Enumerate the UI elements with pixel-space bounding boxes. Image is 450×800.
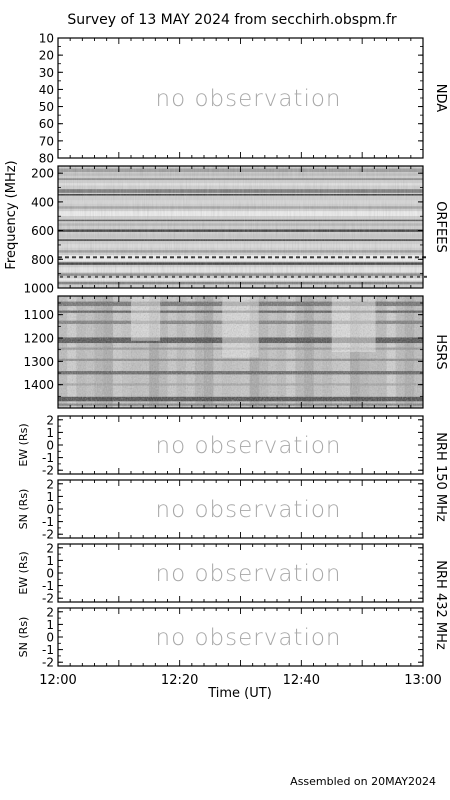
panel-nda: 10 20 30 40 50 60 70 80 no observation	[39, 32, 424, 166]
panel-ylabel: EW (Rs)	[17, 423, 30, 466]
y-tick-label: -1	[42, 643, 54, 657]
panel-nrh432-sn: 210-1-2 SN (Rs) no observation	[17, 605, 424, 670]
y-tick-label: 30	[39, 66, 54, 80]
no-observation-text: no observation	[156, 433, 342, 459]
y-tick-label: 2	[46, 477, 54, 491]
panel-orfees: 200 400 600 800 1000	[23, 165, 427, 296]
y-tick-label: 2	[46, 413, 54, 427]
y-tick-label: 1	[46, 618, 54, 632]
x-tick-label: 13:00	[404, 673, 441, 688]
y-tick-label: 1100	[23, 308, 54, 322]
no-observation-text: no observation	[156, 625, 342, 651]
y-tick-label: 1300	[23, 355, 54, 369]
page-title: Survey of 13 MAY 2024 from secchirh.obsp…	[67, 12, 397, 28]
no-observation-text: no observation	[156, 86, 342, 112]
y-tick-label: 0	[46, 503, 54, 517]
footer-assembled: Assembled on 20MAY2024	[290, 775, 436, 788]
y-tick-label: -1	[42, 451, 54, 465]
y-tick-label: 2	[46, 541, 54, 555]
y-tick-label: -2	[42, 528, 54, 542]
y-tick-label: 600	[31, 224, 54, 238]
y-tick-label: 1000	[23, 282, 54, 296]
y-tick-label: 0	[46, 439, 54, 453]
panel-nrh432-ew: 210-1-2 EW (Rs) no observation	[17, 541, 424, 606]
y-tick-label: -2	[42, 656, 54, 670]
y-tick-label: 800	[31, 253, 54, 267]
y-tick-label: 2	[46, 605, 54, 619]
orfees-streak	[422, 256, 426, 259]
y-tick-label: 1	[46, 490, 54, 504]
y-tick-label: 200	[31, 167, 54, 181]
orfees-texture	[58, 166, 423, 288]
instrument-label-nrh432: NRH 432 MHz	[433, 560, 448, 650]
y-tick-label: 70	[39, 134, 54, 148]
panel-nrh150-sn: 210-1-2 SN (Rs) no observation	[17, 477, 424, 542]
y-tick-label: 1400	[23, 378, 54, 392]
panel-ylabel: SN (Rs)	[17, 617, 30, 658]
y-tick-label: 10	[39, 32, 54, 46]
time-axis-label: Time (UT)	[207, 686, 272, 701]
x-tick-label: 12:40	[283, 673, 320, 688]
frequency-axis-label: Frequency (MHz)	[4, 160, 19, 269]
no-observation-text: no observation	[156, 561, 342, 587]
y-tick-label: -2	[42, 592, 54, 606]
instrument-label-nda: NDA	[433, 84, 448, 113]
x-tick-label: 12:00	[39, 673, 76, 688]
y-tick-label: 400	[31, 195, 54, 209]
y-tick-label: -1	[42, 515, 54, 529]
x-tick-label: 12:20	[161, 673, 198, 688]
y-tick-label: 40	[39, 83, 54, 97]
instrument-label-hsrs: HSRS	[433, 334, 448, 369]
labels: NDA ORFEES HSRS NRH 150 MHz NRH 432 MHz 12:00…	[39, 84, 448, 688]
y-tick-label: 1200	[23, 332, 54, 346]
y-tick-label: 0	[46, 631, 54, 645]
y-tick-label: 50	[39, 100, 54, 114]
instrument-label-orfees: ORFEES	[433, 201, 448, 252]
y-tick-label: 60	[39, 117, 54, 131]
y-tick-label: 20	[39, 49, 54, 63]
y-tick-label: 1	[46, 426, 54, 440]
y-tick-label: -1	[42, 579, 54, 593]
panel-ylabel: EW (Rs)	[17, 551, 30, 594]
y-tick-label: 0	[46, 567, 54, 581]
hsrs-texture	[58, 296, 423, 408]
y-tick-label: 1	[46, 554, 54, 568]
panel-ylabel: SN (Rs)	[17, 489, 30, 530]
y-tick-label: 80	[39, 152, 54, 166]
y-tick-label: -2	[42, 464, 54, 478]
orfees-streak	[424, 275, 427, 278]
panel-hsrs: 1100 1200 1300 1400	[23, 295, 424, 409]
panel-nrh150-ew: 210-1-2 EW (Rs) no observation	[17, 413, 424, 478]
no-observation-text: no observation	[156, 497, 342, 523]
instrument-label-nrh150: NRH 150 MHz	[433, 432, 448, 522]
